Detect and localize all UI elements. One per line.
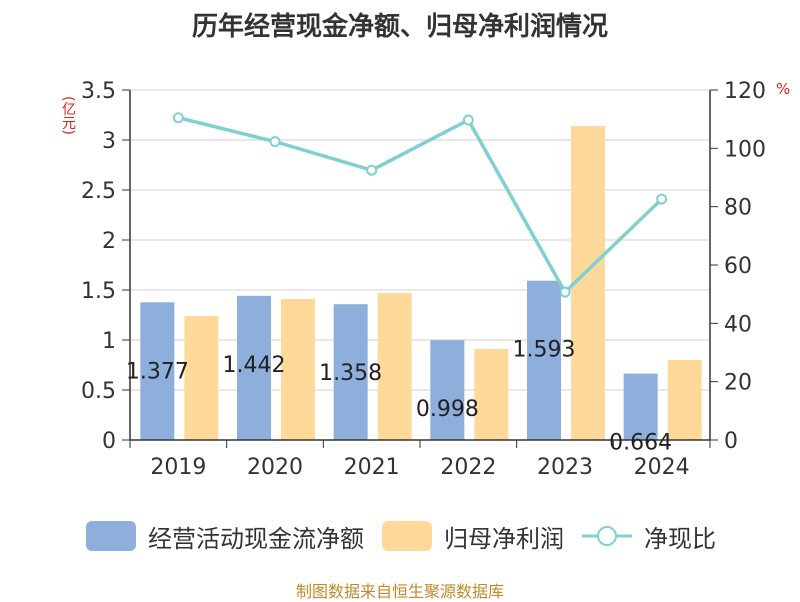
right-tick-label: 80 bbox=[724, 196, 752, 221]
right-tick-label: 40 bbox=[724, 312, 752, 337]
left-tick-label: 0 bbox=[102, 429, 116, 454]
bar-value-label: 1.593 bbox=[513, 338, 576, 363]
right-axis-unit: % bbox=[776, 80, 791, 98]
legend: 经营活动现金流净额 归母净利润 净现比 bbox=[0, 516, 800, 556]
bar-cashflow bbox=[140, 302, 175, 440]
left-tick-label: 3 bbox=[102, 129, 116, 154]
legend-swatch-netprofit bbox=[382, 521, 432, 551]
ratio-point bbox=[656, 193, 668, 205]
bar-cashflow bbox=[237, 295, 271, 440]
bar-netprofit bbox=[667, 360, 702, 440]
legend-label-ratio: 净现比 bbox=[644, 524, 716, 553]
legend-item-netprofit[interactable]: 归母净利润 bbox=[382, 516, 564, 556]
right-tick-label: 20 bbox=[724, 371, 752, 396]
legend-item-ratio[interactable]: 净现比 bbox=[582, 516, 716, 556]
left-tick-label: 2.5 bbox=[81, 179, 116, 204]
legend-label-cashflow: 经营活动现金流净额 bbox=[148, 524, 364, 553]
ratio-line bbox=[177, 116, 663, 294]
left-tick-label: 2 bbox=[102, 229, 116, 254]
bar-netprofit bbox=[377, 293, 412, 440]
ratio-point bbox=[462, 114, 474, 126]
bar-cashflow bbox=[623, 373, 658, 440]
bar-value-label: 1.358 bbox=[319, 361, 382, 386]
x-tick-label: 2022 bbox=[440, 455, 496, 480]
left-tick-label: 1 bbox=[102, 329, 116, 354]
x-tick-label: 2021 bbox=[344, 455, 400, 480]
right-tick-label: 60 bbox=[724, 254, 752, 279]
left-tick-label: 0.5 bbox=[81, 379, 116, 404]
ratio-point bbox=[559, 286, 571, 298]
right-tick-label: 120 bbox=[724, 79, 766, 104]
left-tick-label: 3.5 bbox=[81, 79, 116, 104]
legend-label-netprofit: 归母净利润 bbox=[444, 524, 564, 553]
ratio-point bbox=[269, 136, 281, 148]
ratio-point bbox=[366, 164, 378, 176]
bar-value-label: 0.664 bbox=[609, 431, 672, 456]
x-tick-label: 2023 bbox=[537, 455, 593, 480]
bar-netprofit bbox=[281, 299, 315, 440]
bar-cashflow bbox=[333, 304, 368, 440]
left-axis-unit: (亿元) bbox=[60, 96, 76, 135]
x-tick-label: 2019 bbox=[150, 455, 206, 480]
right-tick-label: 0 bbox=[724, 429, 738, 454]
x-tick-label: 2024 bbox=[634, 455, 690, 480]
bar-cashflow bbox=[430, 340, 465, 440]
legend-swatch-cashflow bbox=[86, 521, 136, 551]
data-source-note: 制图数据来自恒生聚源数据库 bbox=[295, 582, 504, 601]
bar-value-label: 1.442 bbox=[223, 353, 286, 378]
x-tick-label: 2020 bbox=[247, 455, 303, 480]
chart-plot: 0 0.5 1 1.5 2 2.5 3 3.5 0 20 40 60 80 100 120 2019 2020 2… bbox=[81, 79, 766, 480]
ratio-point bbox=[172, 112, 184, 124]
bar-cashflow bbox=[527, 280, 561, 440]
right-tick-label: 100 bbox=[724, 137, 766, 162]
chart-title: 历年经营现金净额、归母净利润情况 bbox=[191, 12, 608, 42]
left-tick-label: 1.5 bbox=[81, 279, 116, 304]
bar-netprofit bbox=[184, 316, 219, 440]
legend-item-cashflow[interactable]: 经营活动现金流净额 bbox=[86, 516, 364, 556]
bar-value-label: 1.377 bbox=[126, 359, 189, 384]
bar-netprofit bbox=[474, 349, 509, 440]
legend-line-marker-icon bbox=[582, 526, 632, 546]
bar-value-label: 0.998 bbox=[416, 397, 479, 422]
